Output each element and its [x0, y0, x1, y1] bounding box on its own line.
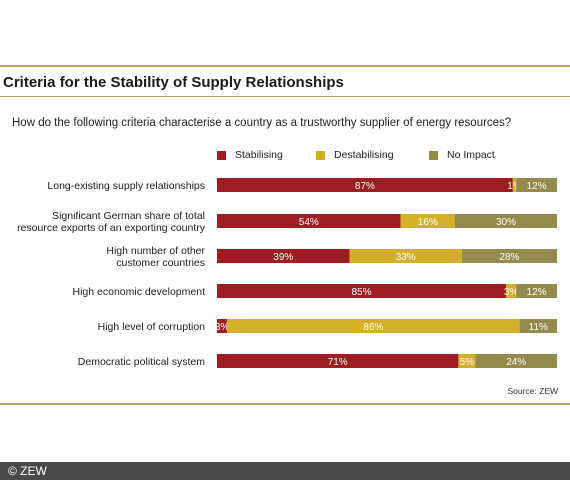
legend: Stabilising Destabilising No Impact [0, 149, 570, 163]
bar-no-impact [516, 178, 557, 192]
bar-stabilising [217, 284, 506, 298]
category-label: Democratic political system [78, 356, 205, 368]
bar-stabilising [217, 319, 228, 333]
data-label-stabilising: 71% [328, 357, 348, 368]
bar-no-impact [516, 284, 557, 298]
copyright-text: © ZEW [8, 464, 47, 478]
data-label-stabilising: 3% [215, 322, 230, 333]
top-rule [0, 65, 570, 67]
legend-label-destabilising: Destabilising [334, 149, 394, 161]
category-label: resource exports of an exporting country [17, 222, 206, 234]
data-label-stabilising: 85% [351, 287, 371, 298]
chart-subtitle: How do the following criteria characteri… [12, 117, 512, 129]
data-label-stabilising: 54% [299, 217, 319, 228]
source-note: Source: ZEW [507, 386, 558, 396]
bar-destabilising [458, 354, 476, 368]
data-label-no-impact: 24% [506, 357, 526, 368]
category-label: High number of other [106, 245, 205, 257]
data-label-no-impact: 12% [527, 181, 547, 192]
legend-label-no-impact: No Impact [447, 149, 495, 161]
category-label: High economic development [73, 286, 206, 298]
data-label-no-impact: 28% [499, 252, 519, 263]
bar-no-impact [475, 354, 557, 368]
legend-item-destabilising: Destabilising [316, 149, 394, 161]
bar-stabilising [217, 214, 401, 228]
data-label-destabilising: 16% [418, 217, 438, 228]
bar-no-impact [519, 319, 557, 333]
bottom-rule [0, 403, 570, 405]
category-label: Significant German share of total [52, 210, 205, 222]
data-label-stabilising: 39% [273, 252, 293, 263]
legend-swatch-destabilising [316, 150, 325, 160]
bar-stabilising [217, 178, 513, 192]
data-label-destabilising: 3% [504, 287, 519, 298]
legend-item-no-impact: No Impact [429, 149, 495, 161]
data-label-no-impact: 30% [496, 217, 516, 228]
bar-destabilising [227, 319, 520, 333]
category-label: High level of corruption [98, 321, 206, 333]
legend-item-stabilising: Stabilising [217, 149, 283, 161]
data-label-destabilising: 33% [396, 252, 416, 263]
category-label: Long-existing supply relationships [47, 180, 205, 192]
footer-bar: © ZEW [0, 462, 570, 480]
legend-swatch-stabilising [217, 150, 226, 160]
chart-title: Criteria for the Stability of Supply Rel… [3, 74, 344, 91]
legend-label-stabilising: Stabilising [235, 149, 283, 161]
data-label-destabilising: 86% [363, 322, 383, 333]
data-label-destabilising: 1% [507, 181, 522, 192]
category-label: customer countries [116, 257, 205, 269]
data-label-destabilising: 5% [460, 357, 475, 368]
data-label-no-impact: 12% [527, 287, 547, 298]
bar-stabilising [217, 354, 459, 368]
bar-destabilising [506, 284, 517, 298]
data-label-no-impact: 11% [529, 322, 548, 333]
bar-no-impact [461, 249, 557, 263]
bar-no-impact [455, 214, 557, 228]
data-label-stabilising: 87% [355, 181, 375, 192]
bar-stabilising [217, 249, 350, 263]
bar-destabilising [512, 178, 517, 192]
title-rule [0, 96, 570, 97]
bar-destabilising [349, 249, 462, 263]
bar-destabilising [400, 214, 455, 228]
legend-swatch-no-impact [429, 150, 438, 160]
